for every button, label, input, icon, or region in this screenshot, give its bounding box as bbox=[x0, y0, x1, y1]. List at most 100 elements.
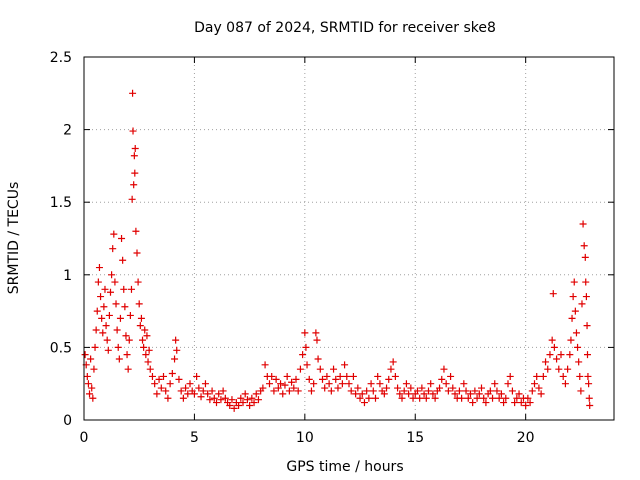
data-point bbox=[261, 361, 269, 369]
data-point bbox=[296, 365, 304, 373]
data-point bbox=[365, 394, 373, 402]
y-tick-label: 0.5 bbox=[50, 340, 72, 356]
data-point bbox=[458, 394, 466, 402]
data-point bbox=[119, 256, 127, 264]
data-point bbox=[208, 387, 216, 395]
data-point bbox=[303, 361, 311, 369]
data-point bbox=[129, 127, 137, 135]
data-point bbox=[535, 384, 543, 392]
data-point bbox=[493, 387, 501, 395]
data-point bbox=[252, 390, 260, 398]
data-point bbox=[142, 351, 150, 359]
data-point bbox=[130, 181, 138, 189]
data-point bbox=[310, 380, 318, 388]
data-point bbox=[356, 394, 364, 402]
data-point bbox=[546, 351, 554, 359]
data-point bbox=[168, 370, 176, 378]
data-point bbox=[143, 332, 151, 340]
data-point bbox=[338, 380, 346, 388]
data-point bbox=[204, 390, 212, 398]
data-point bbox=[210, 394, 218, 402]
data-point bbox=[89, 394, 97, 402]
data-point bbox=[405, 390, 413, 398]
data-point bbox=[372, 394, 379, 402]
data-point bbox=[579, 220, 587, 228]
data-point bbox=[462, 387, 470, 395]
data-point bbox=[582, 293, 590, 301]
data-point bbox=[235, 401, 243, 409]
data-point bbox=[131, 169, 139, 177]
data-point bbox=[97, 293, 105, 301]
data-point bbox=[389, 358, 397, 366]
data-point bbox=[420, 390, 428, 398]
data-point bbox=[363, 387, 371, 395]
data-point bbox=[266, 380, 273, 388]
data-point bbox=[473, 394, 481, 402]
data-point bbox=[190, 390, 198, 398]
data-point bbox=[394, 384, 402, 392]
data-point bbox=[489, 394, 497, 402]
data-point bbox=[528, 387, 536, 395]
data-point bbox=[336, 372, 344, 380]
data-point bbox=[179, 394, 187, 402]
data-point bbox=[254, 396, 262, 404]
data-point bbox=[447, 372, 455, 380]
data-point bbox=[451, 390, 459, 398]
data-point bbox=[139, 336, 147, 344]
data-point bbox=[110, 230, 118, 238]
data-point bbox=[131, 144, 139, 152]
data-point bbox=[559, 372, 567, 380]
data-point bbox=[584, 372, 592, 380]
data-point bbox=[140, 343, 148, 351]
data-point bbox=[283, 372, 291, 380]
data-point bbox=[506, 372, 514, 380]
data-point bbox=[580, 242, 588, 250]
data-point bbox=[104, 346, 112, 354]
data-point bbox=[319, 375, 326, 383]
data-point bbox=[90, 365, 98, 373]
data-point bbox=[358, 390, 366, 398]
data-point bbox=[307, 387, 315, 395]
data-point bbox=[564, 365, 572, 373]
data-point bbox=[101, 285, 109, 293]
data-point bbox=[486, 387, 494, 395]
data-point bbox=[345, 380, 353, 388]
data-point bbox=[566, 351, 574, 359]
data-point bbox=[312, 329, 320, 337]
data-point bbox=[93, 307, 101, 315]
data-point bbox=[508, 387, 516, 395]
data-point bbox=[217, 396, 225, 404]
data-point bbox=[396, 390, 404, 398]
data-point bbox=[413, 387, 421, 395]
data-point bbox=[230, 404, 238, 412]
data-point bbox=[288, 378, 296, 386]
data-point bbox=[385, 375, 393, 383]
data-point bbox=[531, 380, 538, 388]
data-point bbox=[425, 387, 432, 395]
data-point bbox=[491, 380, 499, 388]
data-point bbox=[137, 314, 145, 322]
data-point bbox=[429, 390, 437, 398]
data-point bbox=[113, 326, 121, 334]
data-point bbox=[367, 380, 375, 388]
data-point bbox=[228, 396, 236, 404]
data-point bbox=[427, 380, 435, 388]
data-point bbox=[108, 271, 116, 279]
data-point bbox=[83, 372, 91, 380]
data-point bbox=[526, 399, 534, 407]
data-point bbox=[141, 326, 149, 334]
data-point bbox=[148, 372, 156, 380]
data-point bbox=[243, 396, 251, 404]
data-point bbox=[574, 343, 582, 351]
data-point bbox=[553, 355, 561, 363]
data-point bbox=[380, 390, 388, 398]
data-point bbox=[431, 394, 439, 402]
axis-ticks: 0 5 10 15 20 0 0.5 1 1.5 2 2.5 bbox=[50, 50, 614, 446]
data-point bbox=[111, 278, 119, 286]
data-point bbox=[123, 351, 131, 359]
data-point bbox=[112, 300, 120, 308]
data-point bbox=[582, 278, 590, 286]
data-point bbox=[299, 351, 307, 359]
x-axis-label: GPS time / hours bbox=[286, 459, 403, 475]
